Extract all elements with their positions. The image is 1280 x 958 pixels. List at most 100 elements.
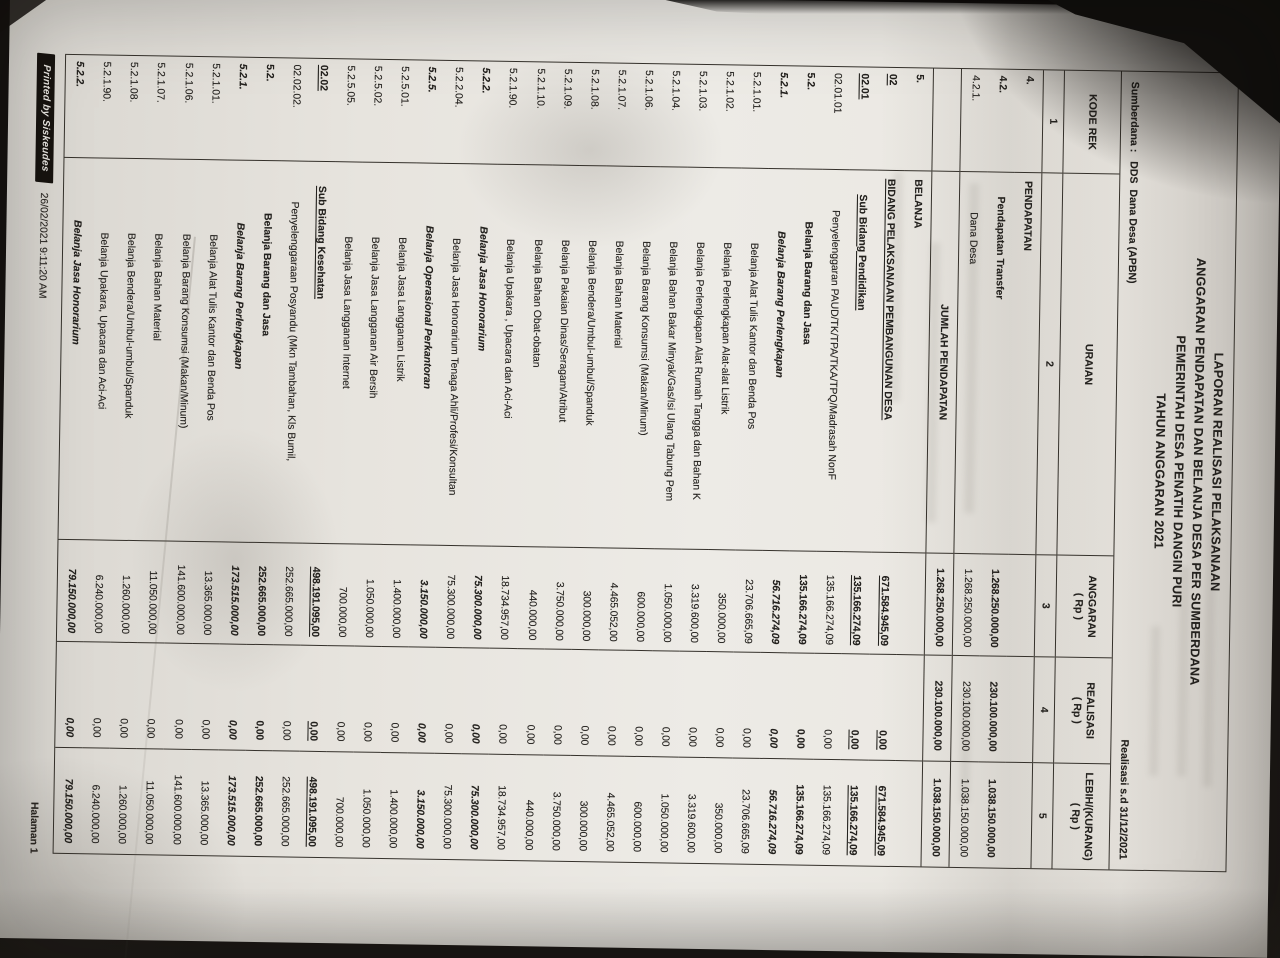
row-anggaran-text: 300.000,00 [579, 590, 592, 642]
row-anggaran: 75.300.000,00 [463, 546, 492, 649]
row-realisasi-text: 0,00 [388, 722, 400, 743]
row-realisasi: 0,00 [623, 650, 653, 758]
row-code: 5.2.5. [416, 60, 446, 164]
row-code-text: 5.2.1. [777, 72, 790, 99]
row-anggaran: 23.706.665,09 [733, 550, 763, 653]
row-lebih-text: 173.515.000,00 [224, 775, 237, 846]
row-lebih-text: 671.584.945,09 [874, 785, 887, 856]
row-anggaran: 600.000,00 [625, 548, 655, 652]
row-anggaran-text: 56.716.274,09 [769, 579, 782, 645]
row-realisasi-text: 0,00 [794, 728, 806, 749]
row-lebih: 300.000,00 [568, 756, 597, 861]
row-anggaran: 56.716.274,09 [761, 550, 790, 654]
row-anggaran-text: 440.000,00 [525, 589, 538, 641]
row-realisasi: 0,00 [407, 647, 437, 754]
row-realisasi [1005, 656, 1034, 764]
row-anggaran-text: 3.319.600,00 [687, 583, 700, 643]
row-lebih-text: 4.465.052,00 [603, 792, 616, 852]
row-lebih-text: 252.665.000,00 [251, 775, 264, 847]
row-lebih: 135.166.274,09 [785, 759, 814, 864]
row-code-text: 5.2.1.90. [100, 61, 113, 103]
row-code: 4.2.1. [960, 68, 989, 173]
row-anggaran-text: 135.166.274,09 [823, 574, 836, 646]
row-anggaran: 1.050.000,00 [652, 549, 682, 652]
row-anggaran-text: 79.150.000,00 [65, 568, 78, 634]
row-uraian-text: Belanja Jasa Langganan Internet [339, 236, 354, 389]
row-code-text: 5.2.5.02. [371, 65, 384, 107]
row-anggaran [1006, 554, 1036, 658]
row-uraian-text: Belanja Perlengkapan Alat-alat Listrik [718, 242, 733, 415]
row-realisasi-text: 230.100.000,00 [986, 681, 999, 752]
row-uraian-text: Belanja Operasional Perkantoran [421, 225, 435, 390]
row-anggaran: 75.300.000,00 [436, 545, 465, 649]
row-code-text: 5.2.1.10. [533, 68, 546, 109]
row-code-text: 5.2.2. [73, 61, 86, 88]
row-realisasi-text: 0,00 [415, 722, 427, 743]
row-code: 5.2.1.06. [633, 63, 662, 168]
row-lebih: 3.150.000,00 [406, 753, 435, 858]
row-lebih-text: 498.191.095,00 [305, 776, 318, 847]
row-code-text: 5.2. [263, 64, 275, 82]
row-lebih-text: 3.319.600,00 [684, 793, 697, 853]
row-lebih: 700.000,00 [325, 752, 354, 857]
row-realisasi-text: 0,00 [117, 718, 130, 738]
row-realisasi-text: 230.100.000,00 [931, 680, 944, 751]
row-anggaran-text: 4.465.052,00 [606, 582, 619, 642]
row-anggaran: 18.734.957,00 [490, 546, 519, 650]
row-code: 5.2. [254, 57, 283, 162]
row-realisasi-text: 0,00 [578, 725, 590, 746]
row-lebih: 440.000,00 [514, 755, 543, 860]
row-anggaran-text: 23.706.665,09 [742, 579, 755, 644]
row-code-text: 5.2.2. [479, 67, 492, 94]
row-lebih-text: 13.365.000,00 [197, 780, 210, 846]
row-anggaran: 3.750.000,00 [544, 547, 574, 650]
row-realisasi-text: 0,00 [90, 717, 103, 738]
row-realisasi: 0,00 [732, 652, 762, 759]
row-lebih-text: 3.750.000,00 [549, 791, 562, 851]
row-anggaran-text: 1.268.250.000,00 [960, 568, 973, 648]
row-lebih-text: 1.038.150.000,00 [984, 778, 997, 858]
row-anggaran-text: 173.515.000,00 [227, 565, 240, 636]
row-anggaran: 6.240.000,00 [84, 540, 113, 643]
row-code-text: 5. [913, 74, 925, 84]
row-lebih-text: 3.150.000,00 [413, 789, 426, 849]
row-realisasi: 0,00 [109, 642, 139, 750]
row-lebih [893, 761, 922, 866]
header-realisasi: REALISASI ( Rp ) [1054, 657, 1112, 765]
row-realisasi-text: 0,00 [821, 729, 834, 750]
row-lebih: 23.706.665,09 [731, 758, 760, 863]
row-lebih [1003, 763, 1032, 868]
row-realisasi: 0,00 [542, 649, 572, 756]
row-lebih-text: 18.734.957,00 [495, 785, 508, 850]
row-uraian-text: Belanja Barang Perlengkapan [231, 222, 246, 370]
row-uraian-text: Belanja Bahan Material [611, 240, 625, 349]
row-realisasi: 0,00 [813, 653, 843, 761]
row-lebih: 1.050.000,00 [649, 757, 678, 862]
row-anggaran-text: 600.000,00 [633, 591, 646, 643]
row-anggaran-text: 498.191.095,00 [308, 566, 322, 637]
row-lebih-text: 79.150.000,00 [61, 778, 74, 844]
report-title-block: LAPORAN REALISASI PELAKSANAAN ANGGARAN P… [1135, 72, 1238, 871]
row-realisasi-text: 0,00 [307, 721, 319, 741]
row-uraian-text: Belanja Jasa Honorarium Tenaga Ahli/Prof… [446, 237, 462, 496]
header-col-num-1: 1 [1042, 70, 1064, 174]
row-anggaran: 79.150.000,00 [57, 539, 86, 643]
row-uraian-text: Belanja Barang Perlengkapan [773, 231, 787, 378]
row-code-text: 02.01.01 [831, 72, 844, 114]
row-uraian-text: Belanja Bahan Bakar Minyak/Gas/Isi Ulang… [663, 241, 679, 502]
row-realisasi: 0,00 [434, 647, 464, 755]
row-uraian-text: Sub Bidang Kesehatan [314, 185, 328, 300]
row-uraian-text: Dana Desa [966, 212, 979, 265]
row-code [932, 68, 961, 172]
row-anggaran-text: 1.268.250.000,00 [987, 568, 1001, 648]
row-code: 5.2.1.07. [606, 63, 635, 167]
row-realisasi-text: 0,00 [171, 719, 184, 739]
row-lebih: 671.584.945,09 [866, 761, 895, 866]
row-code-text: 5.2.5.01. [398, 66, 411, 107]
row-realisasi-text: 0,00 [767, 728, 779, 749]
row-anggaran: 350.000,00 [706, 550, 736, 653]
row-realisasi: 0,00 [244, 644, 274, 752]
row-uraian-text: Belanja Bendera/Umbul-umbul/Spanduk [122, 232, 137, 419]
report-footer: Printed by Siskeudes 26/02/2021 9:11:20 … [25, 52, 56, 854]
row-anggaran-text: 141.600.000,00 [173, 564, 186, 635]
